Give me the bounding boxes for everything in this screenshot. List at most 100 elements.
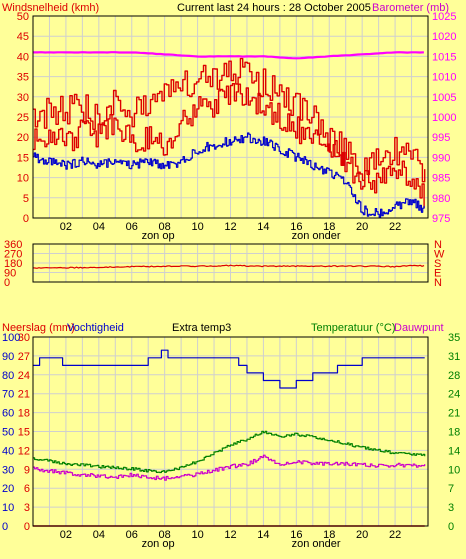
dewpoint-title: Dauwpunt <box>394 322 444 334</box>
temperature-axis-tick: 35 <box>448 332 460 344</box>
hour-tick-label: 22 <box>389 529 401 541</box>
wind-axis-tick: 35 <box>17 72 29 84</box>
temperature-axis-tick: 31 <box>448 351 460 363</box>
rain-axis-tick: 30 <box>18 332 30 344</box>
hour-tick-label: 12 <box>224 221 236 233</box>
barometer-axis-tick: 995 <box>432 132 450 144</box>
barometer-axis-tick: 990 <box>432 152 450 164</box>
panel-frame-3 <box>32 336 429 527</box>
hour-tick-label: 04 <box>93 529 105 541</box>
series-dewpoint-line <box>33 454 426 481</box>
direction-compass-tick: N <box>434 277 442 289</box>
rain-axis-tick: 3 <box>24 502 30 514</box>
temperature-axis-tick: 24 <box>448 389 460 401</box>
hour-tick-label: 18 <box>323 221 335 233</box>
temperature-axis-tick: 28 <box>448 370 460 382</box>
hour-tick-label: 12 <box>224 529 236 541</box>
hour-tick-label: 22 <box>389 221 401 233</box>
rain-axis-tick: 9 <box>24 464 30 476</box>
temperature-axis-tick: 3 <box>448 502 454 514</box>
rain-axis-tick: 15 <box>18 427 30 439</box>
wind-axis-tick: 40 <box>17 51 29 63</box>
rain-axis-tick: 12 <box>18 445 30 457</box>
temperature-axis-tick: 0 <box>448 521 454 533</box>
hour-tick-label: 08 <box>159 529 171 541</box>
rain-axis-tick: 18 <box>18 408 30 420</box>
rain-axis-tick: 21 <box>18 389 30 401</box>
humidity-axis-tick: 80 <box>2 370 14 382</box>
rain-axis-tick: 6 <box>24 483 30 495</box>
temperature-axis-tick: 7 <box>448 483 454 495</box>
series-wind-gust-line <box>33 57 426 183</box>
sunset-label: zon onder <box>292 538 341 550</box>
hour-tick-label: 02 <box>60 221 72 233</box>
direction-degree-tick: 0 <box>4 277 10 289</box>
barometer-axis-tick: 1010 <box>432 72 456 84</box>
rain-axis-tick: 27 <box>18 351 30 363</box>
extra-temp-title: Extra temp3 <box>172 322 231 334</box>
direction-compass-tick: N <box>434 239 442 251</box>
hour-tick-label: 20 <box>356 221 368 233</box>
wind-axis-tick: 50 <box>17 11 29 23</box>
direction-degree-tick: 180 <box>4 258 22 270</box>
wind-axis-tick: 30 <box>17 92 29 104</box>
humidity-axis-tick: 50 <box>2 427 14 439</box>
hour-tick-label: 20 <box>356 529 368 541</box>
hour-tick-label: 10 <box>191 221 203 233</box>
hour-tick-label: 02 <box>60 529 72 541</box>
humidity-axis-tick: 30 <box>2 464 14 476</box>
sunrise-label: zon op <box>142 538 175 550</box>
wind-axis-tick: 10 <box>17 173 29 185</box>
rain-title: Neerslag (mm) <box>2 322 75 334</box>
wind-axis-tick: 25 <box>17 112 29 124</box>
series-barometer-line <box>33 51 424 60</box>
hour-tick-label: 16 <box>290 529 302 541</box>
series-humidity-line <box>33 349 425 389</box>
barometer-axis-tick: 1000 <box>432 112 456 124</box>
direction-degree-tick: 270 <box>4 249 22 261</box>
humidity-axis-tick: 70 <box>2 389 14 401</box>
humidity-axis-tick: 10 <box>2 502 14 514</box>
hour-tick-label: 16 <box>290 221 302 233</box>
hour-tick-label: 04 <box>93 221 105 233</box>
rain-axis-tick: 0 <box>24 521 30 533</box>
hour-tick-label: 14 <box>257 221 269 233</box>
hour-tick-label: 06 <box>126 221 138 233</box>
temperature-axis-tick: 21 <box>448 408 460 420</box>
humidity-axis-tick: 60 <box>2 408 14 420</box>
series-wind-direction-line <box>32 264 425 269</box>
direction-compass-tick: S <box>434 258 441 270</box>
wind-axis-tick: 5 <box>23 193 29 205</box>
panel-frame-2 <box>32 243 429 283</box>
wind-axis-tick: 0 <box>23 213 29 225</box>
hour-tick-label: 18 <box>323 529 335 541</box>
hour-tick-label: 06 <box>126 529 138 541</box>
direction-degree-tick: 90 <box>4 268 16 280</box>
sunrise-label: zon op <box>142 230 175 242</box>
humidity-axis-tick: 20 <box>2 483 14 495</box>
temperature-axis-tick: 18 <box>448 427 460 439</box>
barometer-axis-tick: 1005 <box>432 92 456 104</box>
series-wind-average-line <box>33 132 425 218</box>
humidity-axis-tick: 40 <box>2 445 14 457</box>
hour-tick-label: 08 <box>159 221 171 233</box>
humidity-title: Vochtigheid <box>67 322 124 334</box>
wind-axis-tick: 15 <box>17 152 29 164</box>
temperature-axis-tick: 14 <box>448 445 460 457</box>
humidity-axis-tick: 90 <box>2 351 14 363</box>
temperature-axis-tick: 10 <box>448 464 460 476</box>
hour-tick-label: 14 <box>257 529 269 541</box>
wind-axis-tick: 20 <box>17 132 29 144</box>
barometer-axis-tick: 1020 <box>432 31 456 43</box>
direction-compass-tick: E <box>434 268 441 280</box>
barometer-axis-tick: 1015 <box>432 51 456 63</box>
temperature-title: Temperatuur (°C) <box>311 322 395 334</box>
hour-tick-label: 10 <box>191 529 203 541</box>
sunset-label: zon onder <box>292 230 341 242</box>
humidity-axis-tick: 100 <box>2 332 20 344</box>
barometer-axis-tick: 980 <box>432 193 450 205</box>
series-temperature-line <box>33 430 426 474</box>
wind-axis-tick: 45 <box>17 31 29 43</box>
barometer-axis-tick: 1025 <box>432 11 456 23</box>
